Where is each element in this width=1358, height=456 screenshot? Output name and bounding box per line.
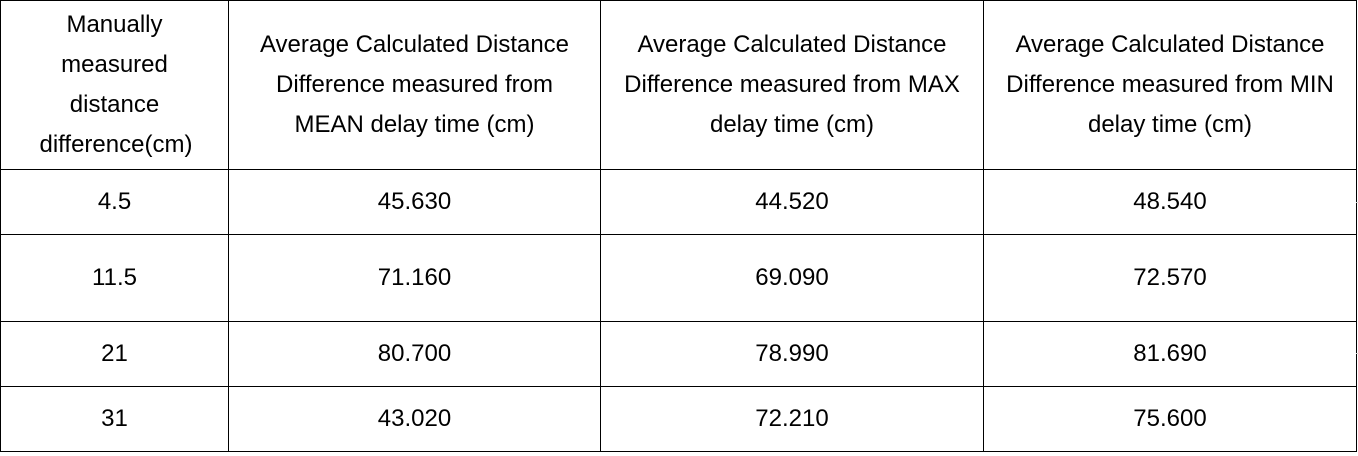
cell-max-delay[interactable]: 78.990	[600, 321, 984, 387]
cell-manual-distance[interactable]: 4.5	[0, 169, 229, 235]
header-cell-manual-distance[interactable]: Manually measured distance difference(cm…	[0, 0, 229, 170]
cell-max-delay[interactable]: 72.210	[600, 386, 984, 452]
header-label: Average Calculated Distance Difference m…	[624, 31, 960, 138]
header-cell-max-delay[interactable]: Average Calculated Distance Difference m…	[600, 0, 984, 170]
table-row: 11.5 71.160 69.090 72.570	[0, 234, 1357, 322]
header-cell-mean-delay[interactable]: Average Calculated Distance Difference m…	[228, 0, 601, 170]
header-label: Manually measured distance difference(cm…	[39, 11, 193, 158]
cell-min-delay[interactable]: 72.570	[983, 234, 1357, 322]
cell-min-delay[interactable]: 81.690	[983, 321, 1357, 387]
cell-min-delay[interactable]: 48.540	[983, 169, 1357, 235]
gridline-tick	[1356, 202, 1358, 203]
table-row: 4.5 45.630 44.520 48.540	[0, 169, 1357, 235]
table-row: 21 80.700 78.990 81.690	[0, 321, 1357, 387]
cell-min-delay[interactable]: 75.600	[983, 386, 1357, 452]
cell-manual-distance[interactable]: 11.5	[0, 234, 229, 322]
header-label: Average Calculated Distance Difference m…	[259, 31, 570, 138]
header-cell-min-delay[interactable]: Average Calculated Distance Difference m…	[983, 0, 1357, 170]
cell-mean-delay[interactable]: 43.020	[228, 386, 601, 452]
cell-mean-delay[interactable]: 80.700	[228, 321, 601, 387]
table-row: 31 43.020 72.210 75.600	[0, 386, 1357, 452]
table-header-row: Manually measured distance difference(cm…	[0, 0, 1357, 170]
cell-max-delay[interactable]: 44.520	[600, 169, 984, 235]
cell-mean-delay[interactable]: 45.630	[228, 169, 601, 235]
cell-manual-distance[interactable]: 31	[0, 386, 229, 452]
header-label: Average Calculated Distance Difference m…	[1006, 31, 1334, 138]
cell-manual-distance[interactable]: 21	[0, 321, 229, 387]
cell-mean-delay[interactable]: 71.160	[228, 234, 601, 322]
gridline-tick	[1356, 353, 1358, 354]
cell-max-delay[interactable]: 69.090	[600, 234, 984, 322]
